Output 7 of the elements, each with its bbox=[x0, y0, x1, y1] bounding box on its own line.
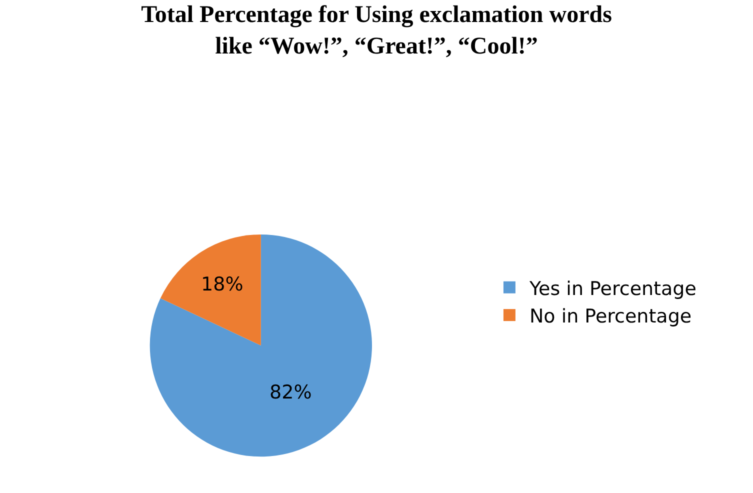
legend-label: Yes in Percentage bbox=[528, 278, 696, 300]
data-label: 82% bbox=[270, 381, 312, 404]
pie-slice bbox=[160, 234, 261, 346]
legend-label: No in Percentage bbox=[529, 305, 692, 328]
data-label: 18% bbox=[201, 273, 244, 296]
chart-title: Total Percentage for Using exclamation words like “Wow!”, “Great!”, “Cool!” bbox=[141, 2, 612, 60]
pie-slice bbox=[150, 234, 372, 456]
